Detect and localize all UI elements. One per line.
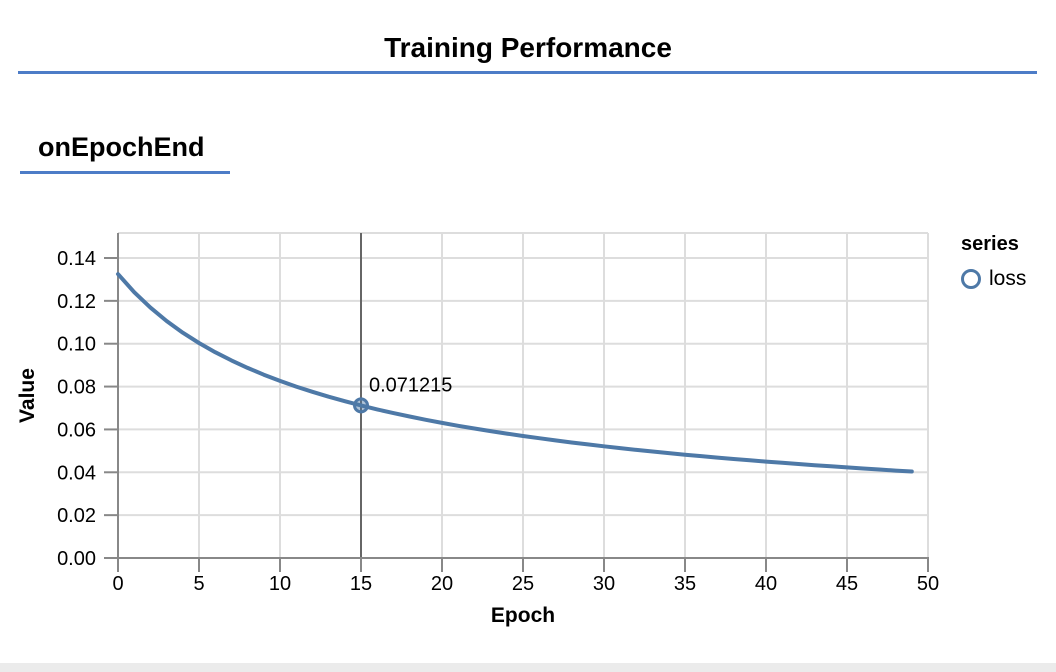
y-axis-title: Value	[16, 368, 39, 423]
line-chart-canvas[interactable]: 0.00 0.02 0.04 0.06 0.08 0.10 0.12 0.14 0 5 10 15 20…	[0, 225, 1056, 645]
x-tick-label: 10	[269, 573, 291, 595]
x-tick-label: 5	[193, 573, 204, 595]
loss-series-marker-icon	[961, 269, 981, 289]
x-tick-label: 25	[512, 573, 534, 595]
selected-point-marker	[353, 397, 369, 414]
x-axis-title: Epoch	[491, 604, 555, 627]
section-divider	[20, 171, 230, 174]
scrollbar-track[interactable]	[0, 663, 1056, 672]
loss-curve	[116, 272, 914, 474]
x-tick-label: 45	[836, 573, 858, 595]
tooltip-value: 0.071215	[369, 374, 452, 396]
y-tick-label: 0.12	[57, 291, 96, 313]
y-tick-label: 0.10	[57, 334, 96, 356]
x-tick-label: 30	[593, 573, 615, 595]
y-tick-label: 0.02	[57, 505, 96, 527]
title-divider	[18, 71, 1037, 74]
x-tick-label: 20	[431, 573, 453, 595]
x-tick-label: 40	[755, 573, 777, 595]
x-tick-label: 15	[350, 573, 372, 595]
legend-item-loss: loss	[961, 267, 1026, 291]
legend-item-label: loss	[989, 267, 1027, 290]
section-heading: onEpochEnd	[38, 132, 205, 162]
y-tick-label: 0.06	[57, 419, 96, 441]
y-tick-label: 0.08	[57, 377, 96, 399]
legend-title: series	[961, 233, 1019, 255]
y-tick-label: 0.00	[57, 548, 96, 570]
chart-legend: series loss	[961, 233, 1026, 291]
x-tick-label: 35	[674, 573, 696, 595]
x-tick-label: 0	[112, 573, 123, 595]
page-title: Training Performance	[384, 32, 672, 63]
y-tick-label: 0.04	[57, 462, 96, 484]
y-tick-label: 0.14	[57, 248, 96, 270]
training-chart[interactable]: 0.00 0.02 0.04 0.06 0.08 0.10 0.12 0.14 0 5 10 15 20…	[0, 225, 1056, 645]
x-tick-label: 50	[917, 573, 939, 595]
